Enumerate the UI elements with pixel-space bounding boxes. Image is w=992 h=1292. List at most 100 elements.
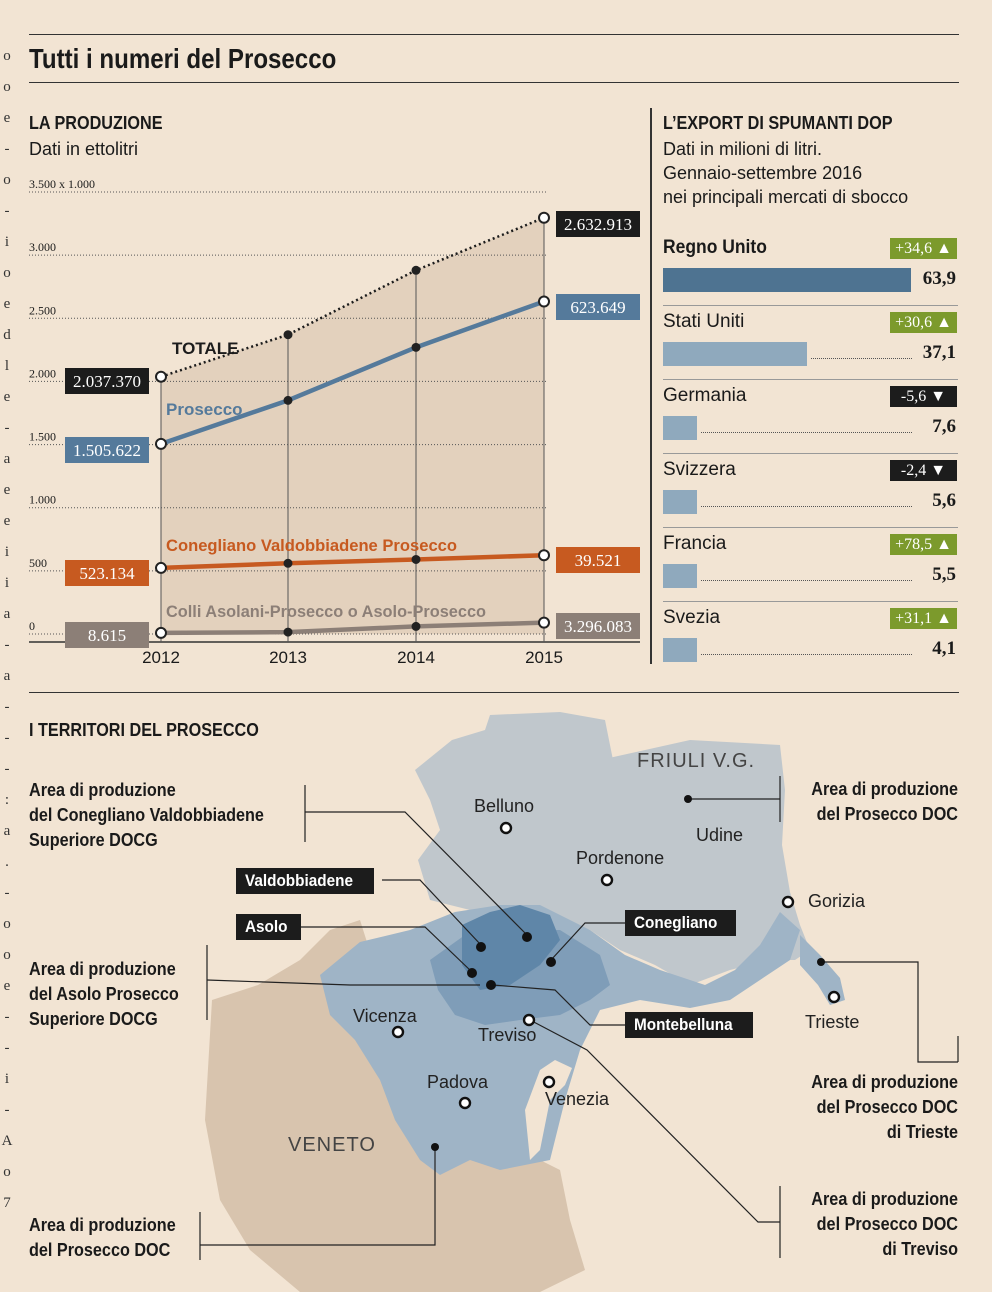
- leader-doc-treviso: [529, 1019, 780, 1223]
- side-letter: -: [4, 203, 10, 219]
- region-friuli: FRIULI V.G.: [637, 750, 756, 772]
- export-leader-dots: [701, 580, 912, 581]
- marker-treviso: [522, 1013, 536, 1027]
- data-point-totale: [283, 330, 293, 340]
- side-letter: a: [3, 668, 11, 684]
- start-value-totale: 2.037.370: [73, 372, 141, 391]
- city-padova: Padova: [427, 1072, 489, 1092]
- triangle-down-icon: ▼: [930, 388, 947, 405]
- export-leader-dots: [701, 654, 912, 655]
- leader-asolo-docg: [206, 979, 480, 986]
- start-value-colli: 8.615: [88, 626, 126, 645]
- side-letter: -: [4, 1009, 10, 1025]
- export-subtitle-3: nei principali mercati di sbocco: [663, 187, 909, 207]
- data-point-colli: [283, 627, 293, 637]
- triangle-down-icon: ▼: [930, 462, 947, 479]
- city-pordenone: Pordenone: [576, 848, 665, 868]
- export-row-separator: [663, 527, 958, 528]
- data-point-totale: [155, 370, 167, 383]
- export-country-label: Germania: [663, 385, 747, 406]
- marker-belluno: [499, 821, 513, 835]
- city-belluno: Belluno: [474, 796, 535, 816]
- side-letter: -: [4, 1102, 10, 1118]
- city-venezia: Venezia: [545, 1089, 610, 1109]
- dot-asolo-docg: [486, 980, 496, 990]
- side-letter: -: [4, 699, 10, 715]
- side-letter: o: [3, 916, 11, 932]
- x-tick-label: 2013: [269, 648, 307, 667]
- side-letter: a: [3, 451, 11, 467]
- export-country-label: Svezia: [663, 607, 721, 628]
- side-letter: a: [3, 606, 11, 622]
- data-point-colli: [155, 626, 167, 639]
- tag-asolo: Asolo: [236, 914, 302, 940]
- side-letter: i: [4, 1071, 10, 1087]
- dot-conegliano: [546, 957, 556, 967]
- side-letter: a: [3, 823, 11, 839]
- data-point-colli: [411, 621, 421, 631]
- end-value-colli: 3.296.083: [564, 617, 632, 636]
- side-letter: o: [3, 265, 11, 281]
- export-leader-dots: [810, 358, 912, 359]
- export-subtitle-2: Gennaio-settembre 2016: [663, 163, 863, 183]
- end-value-conegliano-box: [556, 547, 640, 573]
- series-label-prosecco: Prosecco: [166, 400, 243, 419]
- leader-cv-docg: [305, 811, 528, 936]
- data-point-totale: [411, 265, 421, 275]
- prosecco-territory-map: [199, 712, 959, 1292]
- export-change-value: -2,4: [900, 462, 931, 479]
- side-letter: -: [4, 730, 10, 746]
- side-letter: e: [3, 110, 11, 126]
- x-tick-label: 2015: [525, 648, 563, 667]
- data-point-prosecco: [411, 342, 421, 352]
- city-trieste: Trieste: [805, 1012, 860, 1032]
- side-letter: e: [3, 389, 11, 405]
- y-tick-label: 2.000: [29, 366, 56, 380]
- marker-gorizia: [781, 895, 795, 909]
- export-change-value: +78,5: [895, 536, 937, 553]
- map-area-doc-trieste: [800, 935, 845, 1005]
- label-doc-trieste: Area di produzione del Prosecco DOC di Tri…: [811, 1072, 958, 1142]
- start-value-colli-box: [65, 622, 149, 648]
- leader-asolo: [295, 926, 473, 973]
- end-value-totale-box: [556, 211, 640, 237]
- export-change-badge: +34,6 ▲: [890, 238, 957, 259]
- leader-conegliano: [550, 922, 625, 961]
- export-value-label: 5,5: [932, 564, 956, 585]
- export-title: L’EXPORT DI SPUMANTI DOP: [663, 113, 893, 133]
- side-letter: o: [3, 79, 11, 95]
- side-letter: -: [4, 637, 10, 653]
- end-value-prosecco-box: [556, 294, 640, 320]
- y-tick-label: 0: [29, 619, 35, 633]
- side-letter: l: [4, 358, 10, 374]
- series-line-totale: [160, 216, 545, 378]
- side-letter: -: [4, 420, 10, 436]
- data-point-totale: [538, 211, 550, 224]
- marker-vicenza: [391, 1025, 405, 1039]
- leader-valdobbiadene: [382, 879, 482, 946]
- tag-valdobbiadene: Valdobbiadene: [236, 868, 374, 894]
- export-value-label: 37,1: [922, 342, 956, 363]
- export-bar: [663, 416, 697, 440]
- series-label-totale: TOTALE: [172, 339, 238, 358]
- y-tick-label: 1.500: [29, 430, 56, 444]
- export-row-separator: [663, 379, 958, 380]
- city-vicenza: Vicenza: [353, 1006, 417, 1026]
- map-rule: [29, 692, 959, 693]
- marker-padova: [458, 1096, 472, 1110]
- side-letter: e: [3, 513, 11, 529]
- export-value-label: 63,9: [922, 268, 956, 289]
- side-letter: e: [3, 978, 11, 994]
- data-point-prosecco: [538, 295, 550, 308]
- dot-doc-trieste: [817, 958, 825, 966]
- side-letter: i: [4, 234, 10, 250]
- side-letter: .: [5, 854, 9, 870]
- export-country-label: Regno Unito: [663, 237, 767, 258]
- export-bar: [663, 268, 911, 292]
- export-change-badge: -2,4 ▼: [890, 460, 957, 481]
- y-tick-label: 1.000: [29, 493, 56, 507]
- production-title: LA PRODUZIONE: [29, 113, 163, 133]
- region-veneto: VENETO: [288, 1134, 376, 1156]
- data-point-prosecco: [155, 437, 167, 450]
- dot-cv-docg: [522, 932, 532, 942]
